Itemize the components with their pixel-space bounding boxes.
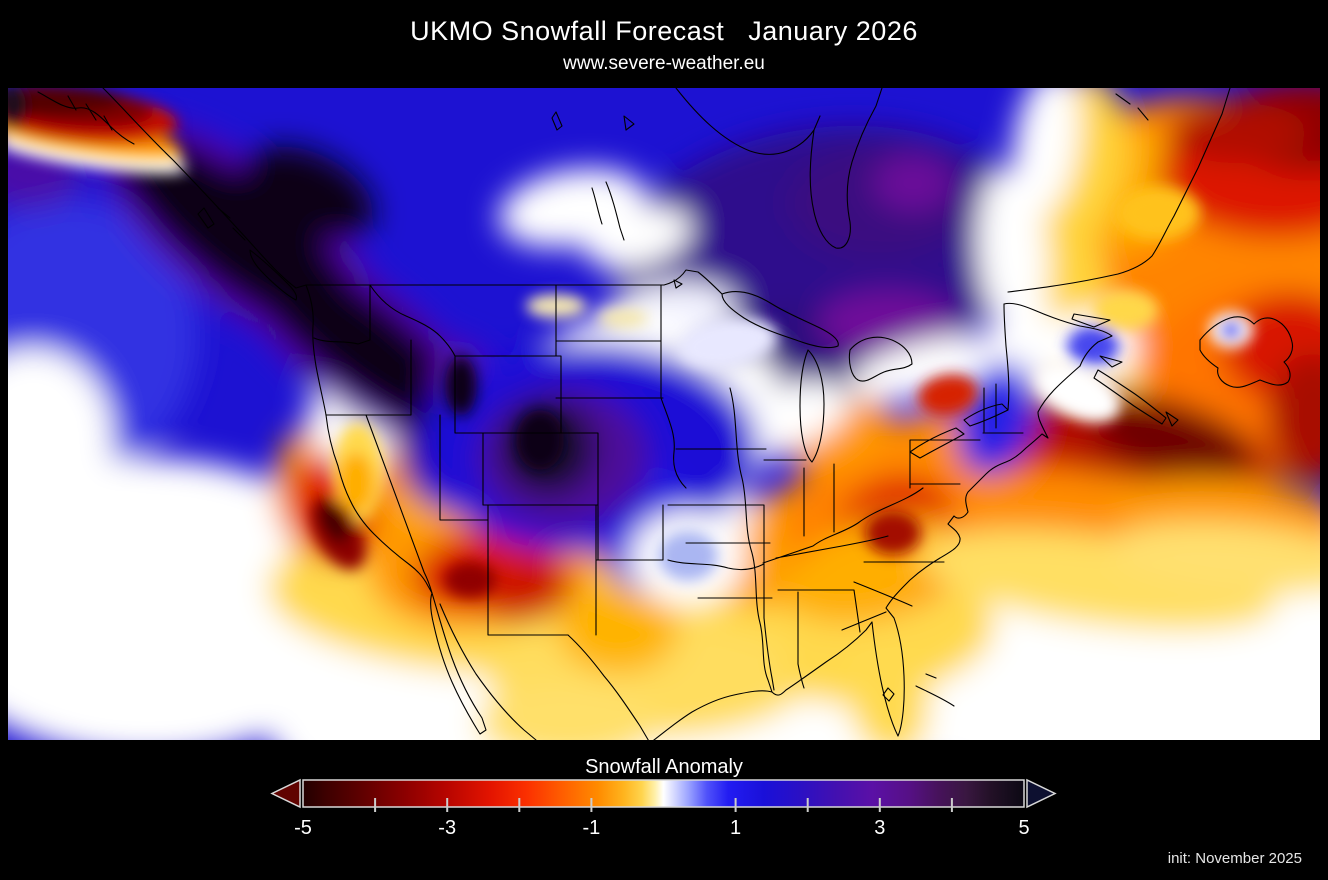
nova-scotia [1093, 369, 1167, 425]
lake-winnipeg [591, 181, 625, 241]
anomaly-blob [1168, 103, 1308, 163]
mississippi-river [729, 387, 773, 693]
lake-michigan [799, 349, 825, 463]
us-canada-border [305, 269, 723, 295]
anomaly-blob [1094, 400, 1252, 480]
small-islands [551, 93, 1149, 131]
haida-gwaii [197, 207, 246, 241]
pacific-coast [102, 88, 433, 594]
init-date-label: init: November 2025 [1167, 850, 1302, 867]
anomaly-blob [918, 374, 978, 416]
anomaly-blob [1012, 88, 1080, 218]
gulf-east-coast [567, 365, 1081, 740]
anomaly-blob [483, 563, 573, 623]
hudson-bay [675, 88, 821, 155]
anomaly-blob [658, 531, 718, 581]
colorbar: Snowfall Anomaly -5 -3 -1 1 3 5 [270, 756, 1057, 839]
anomaly-blob [445, 356, 477, 416]
anomaly-blob [1094, 290, 1158, 330]
anomaly-blob [8, 348, 113, 528]
source-url: www.severe-weather.eu [563, 53, 765, 74]
anomaly-field-detail [8, 88, 1253, 598]
colorbar-right-arrow [1026, 778, 1057, 809]
anomaly-blob [1268, 353, 1320, 483]
anomaly-blob [977, 168, 1049, 338]
colorbar-tick-label: -3 [438, 817, 456, 839]
anomaly-blob [678, 316, 778, 370]
lake-okeechobee [882, 687, 895, 702]
anomaly-blob [8, 88, 26, 128]
anomaly-blob [865, 511, 921, 555]
anomaly-blob [584, 207, 692, 269]
colorbar-tick-label: 5 [1018, 817, 1029, 839]
state-borders-east [762, 383, 1024, 689]
mexico-west-coast [439, 603, 537, 740]
state-borders-central [555, 284, 775, 691]
james-bay [809, 88, 883, 249]
cape-breton [1165, 411, 1179, 427]
anomaly-blob [873, 155, 953, 211]
cuba-bahamas [915, 673, 955, 707]
colorbar-section: Snowfall Anomaly -5 -3 -1 1 3 5 [0, 748, 1328, 848]
gaspe-st-lawrence [1003, 302, 1113, 367]
quebec-north-shore [1007, 88, 1231, 293]
anomaly-blob [338, 453, 374, 513]
colorbar-tick-label: -1 [583, 817, 601, 839]
anomaly-blob [818, 291, 958, 355]
anomaly-blob [516, 410, 564, 470]
colorbar-tick-label: -5 [294, 817, 312, 839]
baja-peninsula [429, 592, 487, 735]
st-lawrence-river [1003, 303, 1010, 411]
lake-huron [848, 336, 913, 382]
colorbar-tick-label: 3 [874, 817, 885, 839]
vancouver-island [249, 249, 298, 301]
anomaly-blob [478, 683, 658, 740]
anomaly-blob [444, 562, 496, 598]
anomaly-map [8, 88, 1320, 740]
colorbar-ticks [374, 798, 953, 812]
colorbar-tick-label: 1 [730, 817, 741, 839]
anomaly-blob [1035, 363, 1121, 423]
anomaly-blob [1220, 321, 1242, 339]
prince-edward-island [1099, 355, 1123, 368]
anomaly-blob [598, 308, 648, 328]
colorbar-gradient-bar [302, 779, 1025, 808]
anomaly-blob [847, 638, 929, 740]
anomaly-blob [558, 583, 678, 673]
anomaly-blob [242, 146, 374, 240]
lake-erie [909, 427, 965, 459]
colorbar-title: Snowfall Anomaly [585, 756, 743, 778]
anomaly-blob [1116, 187, 1200, 239]
lake-superior [721, 291, 839, 349]
newfoundland [1199, 316, 1294, 388]
geography-borders [37, 88, 1294, 740]
forecast-map [8, 88, 1320, 740]
colorbar-left-arrow [270, 778, 301, 809]
state-borders-west [313, 284, 664, 636]
lake-of-the-woods [673, 279, 683, 289]
anomaly-blob [1108, 521, 1320, 595]
anticosti-island [1071, 313, 1111, 328]
colorbar-tick-labels: -5 -3 -1 1 3 5 [294, 817, 1029, 839]
header: UKMO Snowfall Forecast January 2026 www.… [0, 0, 1328, 75]
page-title: UKMO Snowfall Forecast January 2026 [410, 16, 918, 46]
alaska-coast [37, 91, 135, 145]
anomaly-blob [319, 503, 349, 543]
anomaly-blob [8, 88, 123, 114]
